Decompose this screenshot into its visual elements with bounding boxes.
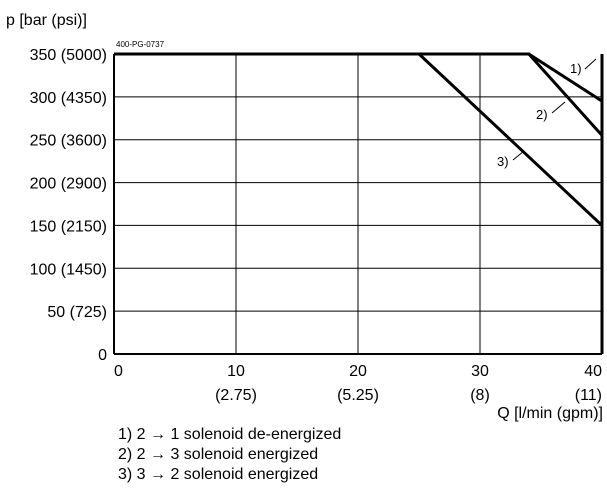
y-axis-label: p [bar (psi)] <box>6 12 87 29</box>
x-tick-sublabel: (11) <box>575 387 602 404</box>
y-tick-label: 200 (2900) <box>30 176 107 193</box>
x-tick-label: 30 <box>471 363 489 380</box>
grid-lines <box>113 54 604 355</box>
x-tick-label: 40 <box>584 363 602 380</box>
legend-item-2: 2) 2 → 3 solenoid energized <box>118 446 319 463</box>
x-tick-sublabel: (5.25) <box>337 387 379 404</box>
legend: 1) 2 → 1 solenoid de-energized 2) 2 → 3 … <box>118 425 341 485</box>
y-tick-label: 250 (3600) <box>30 133 107 150</box>
series-line-3 <box>114 52 604 227</box>
series-label-3: 3) <box>497 154 509 169</box>
legend-item-3: 3) 3 → 2 solenoid energized <box>118 466 319 483</box>
y-tick-label: 100 (1450) <box>30 261 107 278</box>
y-tick-label: 0 <box>98 347 107 364</box>
y-tick-label: 300 (4350) <box>30 90 107 107</box>
y-tick-label: 150 (2150) <box>30 218 107 235</box>
series-label-1: 1) <box>570 61 582 76</box>
series-label-leader-1 <box>584 58 597 70</box>
y-tick-label: 350 (5000) <box>30 47 107 64</box>
figure-code: 400-PG-0737 <box>116 40 165 49</box>
x-tick-label: 20 <box>349 363 367 380</box>
series-label-leader-2 <box>551 101 566 114</box>
x-tick-sublabel: (8) <box>470 387 490 404</box>
x-axis-label: Q [l/min (gpm)] <box>497 405 603 422</box>
series-lines: 1) 2) 3) <box>114 52 604 227</box>
series-label-leader-3 <box>512 150 525 161</box>
tick-labels: 0 50 (725) 100 (1450) 150 (2150) 200 (2900) 2… <box>30 47 602 404</box>
series-label-2: 2) <box>536 107 548 122</box>
x-tick-label: 0 <box>114 363 123 380</box>
y-tick-label: 50 (725) <box>47 304 107 321</box>
legend-item-1: 1) 2 → 1 solenoid de-energized <box>118 426 342 443</box>
pressure-flow-chart: p [bar (psi)] 400-PG-0737 1) 2) 3) 0 50 (72… <box>6 12 604 422</box>
x-tick-sublabel: (2.75) <box>215 387 257 404</box>
x-tick-label: 10 <box>227 363 245 380</box>
